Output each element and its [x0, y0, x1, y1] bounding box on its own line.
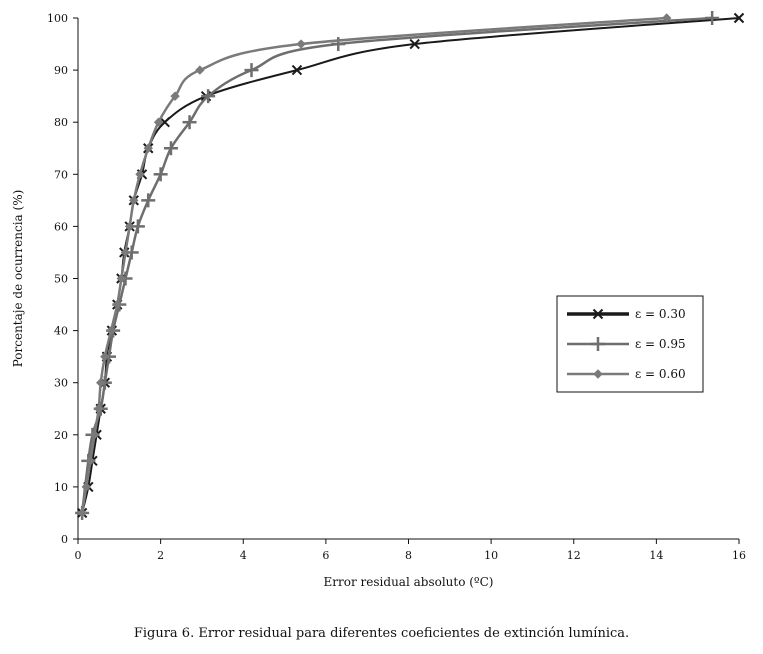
series-line	[80, 16, 667, 514]
diamond-marker	[153, 117, 164, 127]
diamond-marker	[124, 221, 135, 232]
y-tick-label: 80	[54, 116, 68, 129]
x-tick-label: 12	[567, 549, 581, 562]
diamond-marker	[106, 325, 116, 336]
y-tick-label: 70	[54, 168, 68, 181]
diamond-marker	[112, 299, 122, 310]
x-marker	[409, 38, 420, 50]
x-tick-label: 4	[240, 549, 247, 562]
legend-label: ε = 0.30	[635, 307, 686, 321]
plus-marker	[141, 193, 156, 208]
diamond-marker	[116, 273, 127, 284]
x-tick-label: 8	[405, 549, 412, 562]
legend-plus-marker	[591, 337, 605, 351]
legend-label: ε = 0.60	[635, 367, 686, 381]
plus-marker	[153, 167, 168, 182]
series-1	[76, 12, 745, 519]
diamond-marker	[100, 351, 110, 362]
diamond-marker	[89, 430, 100, 440]
series-3	[77, 13, 672, 518]
plus-marker	[705, 11, 720, 25]
x-axis-ticks: 0 2 4 6 8 10 12 14 16	[75, 539, 746, 562]
x-tick-label: 14	[649, 549, 663, 562]
x-tick-label: 0	[75, 549, 82, 562]
diamond-marker	[129, 195, 139, 206]
y-tick-label: 40	[54, 325, 68, 338]
x-tick-label: 10	[484, 549, 498, 562]
x-tick-label: 2	[157, 549, 164, 562]
series-2	[75, 11, 720, 520]
x-marker	[291, 64, 303, 76]
x-marker	[733, 12, 745, 24]
legend-x-marker	[592, 308, 604, 320]
x-tick-label: 16	[732, 549, 746, 562]
y-tick-label: 30	[54, 377, 68, 390]
legend-entry: ε = 0.30	[567, 307, 686, 321]
plus-marker	[182, 115, 197, 130]
y-axis-ticks: 0 10 20 30 40 50 60 70 80 90 100	[47, 12, 78, 546]
x-tick-label: 6	[322, 549, 329, 562]
diamond-marker	[81, 482, 91, 492]
figure-caption: Figura 6. Error residual para diferentes…	[133, 626, 630, 641]
y-tick-label: 10	[54, 481, 68, 494]
plus-marker	[201, 89, 216, 104]
legend-entry: ε = 0.60	[567, 367, 686, 381]
diamond-marker	[195, 65, 205, 75]
x-marker	[159, 116, 170, 128]
plus-marker	[163, 141, 178, 156]
diamond-marker	[143, 143, 153, 153]
line-chart: 0 2 4 6 8 10 12 14 16 0 10 20 30 40 50 60 70 80 90 100 Err…	[11, 11, 746, 589]
y-tick-label: 100	[47, 12, 68, 25]
diamond-marker	[296, 39, 306, 49]
y-tick-label: 0	[61, 533, 68, 546]
y-tick-label: 60	[54, 220, 68, 233]
diamond-marker	[170, 91, 180, 101]
diamond-marker	[661, 13, 672, 23]
legend-diamond-marker	[593, 369, 603, 379]
axes: 0 2 4 6 8 10 12 14 16 0 10 20 30 40 50 60 70 80 90 100	[47, 12, 746, 562]
diamond-marker	[77, 508, 87, 518]
series-line	[81, 17, 740, 514]
diamond-marker	[85, 456, 96, 466]
legend-label: ε = 0.95	[635, 337, 686, 351]
y-tick-label: 90	[54, 64, 68, 77]
y-axis-title: Porcentaje de ocurrencia (%)	[11, 190, 25, 368]
y-tick-label: 50	[54, 273, 68, 286]
plus-marker	[244, 63, 259, 78]
y-tick-label: 20	[54, 429, 68, 442]
diamond-marker	[93, 404, 104, 414]
diamond-marker	[96, 377, 106, 388]
series-layer	[75, 11, 745, 520]
legend-entry: ε = 0.95	[567, 337, 686, 351]
diamond-marker	[120, 247, 131, 258]
x-axis-title: Error residual absoluto (ºC)	[324, 575, 494, 589]
legend: ε = 0.30 ε = 0.95 ε = 0.60	[556, 295, 704, 393]
diamond-marker	[135, 169, 145, 180]
